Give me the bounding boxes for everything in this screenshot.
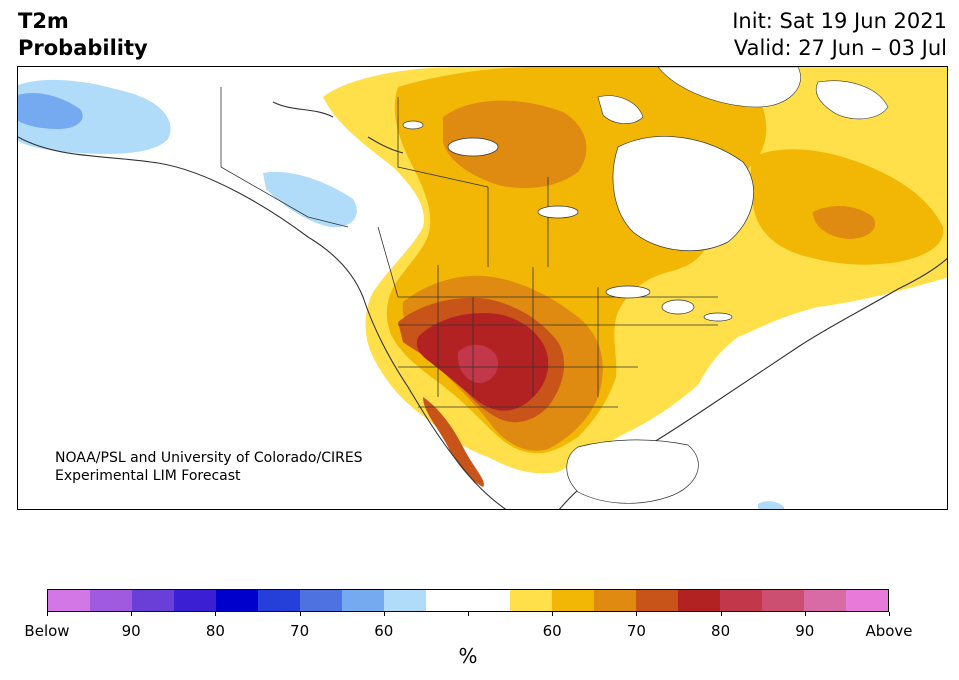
colorbar-swatch [636, 590, 678, 611]
colorbar-tick-label: 60 [374, 622, 394, 640]
colorbar-swatch [720, 590, 762, 611]
probability-map [18, 67, 947, 509]
credit-text: NOAA/PSL and University of Colorado/CIRE… [55, 449, 363, 485]
credit-line-1: NOAA/PSL and University of Colorado/CIRE… [55, 450, 363, 466]
map-panel [17, 66, 948, 510]
colorbar-tick [131, 612, 133, 616]
blue-region-alaska-70 [18, 92, 83, 129]
colorbar-tick-label: 80 [711, 622, 731, 640]
colorbar-tick-label: 80 [205, 622, 225, 640]
lakes [402, 120, 733, 322]
colorbar-tick [215, 612, 217, 616]
colorbar-tick-label: Below [24, 622, 70, 640]
warm-region-core [457, 344, 499, 383]
blue-region-mexico [758, 501, 784, 509]
colorbar-swatch [174, 590, 216, 611]
colorbar-tick [636, 612, 638, 616]
colorbar-swatch [426, 590, 468, 611]
colorbar-swatch [804, 590, 846, 611]
forecast-dates: Init: Sat 19 Jun 2021 Valid: 27 Jun – 03… [732, 8, 947, 62]
colorbar-swatch [510, 590, 552, 611]
credit-line-2: Experimental LIM Forecast [55, 468, 241, 484]
colorbar-tick [804, 612, 806, 616]
title-variable: T2m [18, 9, 69, 33]
colorbar-swatch [552, 590, 594, 611]
title-metric: Probability [18, 36, 148, 60]
chart-title: T2m Probability [18, 8, 148, 62]
colorbar-tick-label: 70 [626, 622, 646, 640]
colorbar-swatch [678, 590, 720, 611]
colorbar-tick-label: Above [865, 622, 913, 640]
valid-range: Valid: 27 Jun – 03 Jul [733, 36, 947, 60]
colorbar-tick [552, 612, 554, 616]
colorbar-unit-label: % [458, 644, 478, 668]
colorbar-tick-label: 90 [121, 622, 141, 640]
colorbar-swatch [762, 590, 804, 611]
colorbar-swatch [342, 590, 384, 611]
colorbar-tick [299, 612, 301, 616]
colorbar-swatch [468, 590, 510, 611]
colorbar-tick [383, 612, 385, 616]
hudson-bay [612, 136, 754, 252]
colorbar-tick-label: 90 [795, 622, 815, 640]
gulf-of-mexico [566, 439, 699, 504]
colorbar-tick [889, 612, 890, 616]
political-boundaries [220, 87, 718, 408]
colorbar-tick [468, 612, 469, 616]
colorbar-swatch [258, 590, 300, 611]
colorbar-tick [720, 612, 722, 616]
warm-region-90-baja [423, 397, 484, 487]
colorbar-swatch [300, 590, 342, 611]
colorbar-swatch [384, 590, 426, 611]
colorbar-swatch [846, 590, 888, 611]
warm-region-80 [443, 100, 587, 189]
colorbar-tick-label: 70 [290, 622, 310, 640]
colorbar-swatch [132, 590, 174, 611]
arctic-islands [597, 67, 889, 124]
colorbar-ticks: Below 90 80 70 60 60 70 80 90 Above [24, 612, 913, 640]
colorbar-swatch [594, 590, 636, 611]
colorbar-swatch [216, 590, 258, 611]
warm-region-80-quebec [813, 205, 876, 239]
colorbar-swatch [48, 590, 90, 611]
colorbar-tick [47, 612, 48, 616]
colorbar-tick-label: 60 [542, 622, 562, 640]
init-date: Init: Sat 19 Jun 2021 [732, 9, 947, 33]
probability-colorbar [47, 589, 889, 612]
blue-region-yukon [263, 171, 357, 228]
colorbar-swatch [90, 590, 132, 611]
